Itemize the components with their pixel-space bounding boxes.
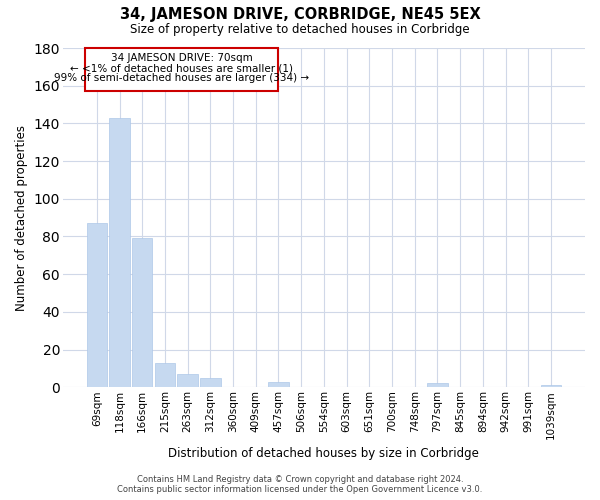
Text: 34, JAMESON DRIVE, CORBRIDGE, NE45 5EX: 34, JAMESON DRIVE, CORBRIDGE, NE45 5EX (119, 8, 481, 22)
Text: 99% of semi-detached houses are larger (334) →: 99% of semi-detached houses are larger (… (55, 74, 310, 84)
Bar (178, 374, 198, 388)
Text: 34 JAMESON DRIVE: 70sqm: 34 JAMESON DRIVE: 70sqm (111, 52, 253, 62)
Text: Contains HM Land Registry data © Crown copyright and database right 2024.
Contai: Contains HM Land Registry data © Crown c… (118, 474, 482, 494)
Bar (86, 224, 107, 388)
FancyBboxPatch shape (85, 48, 278, 92)
Text: Size of property relative to detached houses in Corbridge: Size of property relative to detached ho… (130, 22, 470, 36)
Bar (109, 118, 130, 388)
Text: ← <1% of detached houses are smaller (1): ← <1% of detached houses are smaller (1) (70, 63, 293, 73)
Bar (155, 363, 175, 388)
X-axis label: Distribution of detached houses by size in Corbridge: Distribution of detached houses by size … (169, 447, 479, 460)
Bar (200, 378, 221, 388)
Bar (541, 386, 561, 388)
Bar (427, 384, 448, 388)
Bar (132, 238, 152, 388)
Bar (268, 382, 289, 388)
Y-axis label: Number of detached properties: Number of detached properties (15, 124, 28, 310)
